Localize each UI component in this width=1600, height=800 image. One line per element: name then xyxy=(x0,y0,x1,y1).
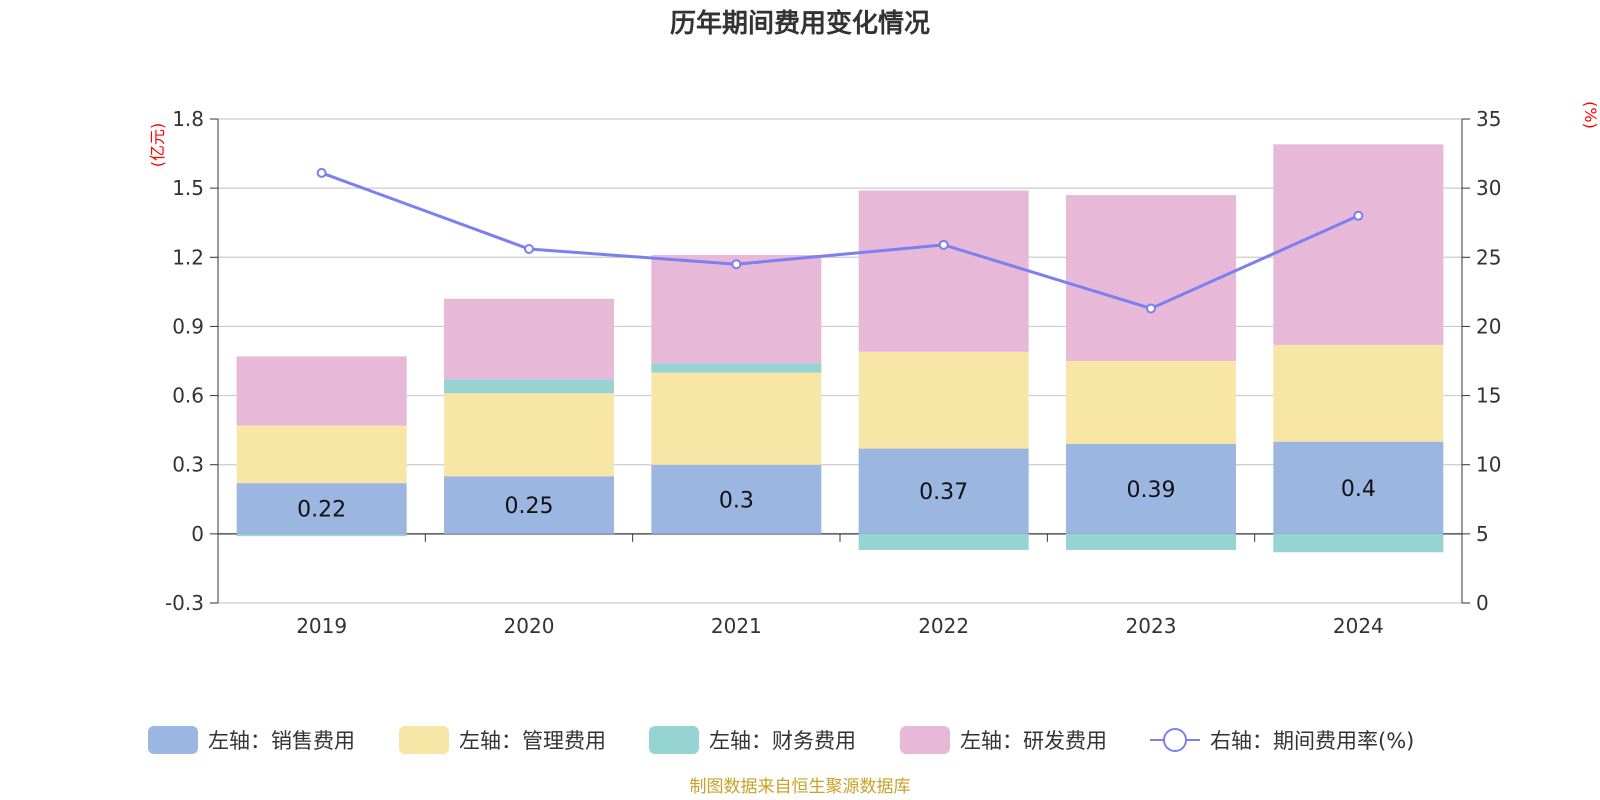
legend-label: 左轴：研发费用 xyxy=(960,729,1107,753)
data-label: 0.37 xyxy=(919,480,968,505)
rate-point xyxy=(524,243,534,254)
bar-segment xyxy=(651,254,822,364)
bar-segment xyxy=(236,533,407,537)
x-tick-label: 2020 xyxy=(504,614,555,638)
right-tick-label: 5 xyxy=(1476,522,1489,546)
bar-segment xyxy=(1273,533,1444,553)
bar-segment xyxy=(444,379,614,394)
x-tick-label: 2022 xyxy=(918,614,969,638)
legend-label: 左轴：财务费用 xyxy=(709,729,856,753)
legend[interactable]: 左轴：销售费用 左轴：管理费用 左轴：财务费用 左轴：研发费用 右轴：期间费用率(%) xyxy=(148,726,1414,754)
data-label: 0.22 xyxy=(297,498,346,523)
left-tick-label: 1.2 xyxy=(172,245,204,269)
left-tick-label: -0.3 xyxy=(165,591,204,615)
right-tick-label: 25 xyxy=(1476,245,1501,269)
bar-segment xyxy=(236,483,407,534)
legend-swatch xyxy=(148,726,198,754)
bar-segment xyxy=(1066,443,1236,534)
rate-line xyxy=(316,167,1364,314)
source-note: 制图数据来自恒生聚源数据库 xyxy=(690,777,911,797)
rate-point xyxy=(1146,303,1156,314)
chart-title: 历年期间费用变化情况 xyxy=(670,8,930,39)
legend-swatch xyxy=(399,726,449,754)
data-labels: 0.22 0.25 0.3 0.37 0.39 0.4 xyxy=(297,477,1376,523)
bar-segment xyxy=(236,356,407,426)
right-tick-label: 30 xyxy=(1476,176,1501,200)
rate-point xyxy=(1353,210,1364,221)
x-tick-label: 2024 xyxy=(1333,614,1384,638)
rate-point xyxy=(316,167,327,178)
left-tick-label: 0.6 xyxy=(172,384,204,408)
bar-segment xyxy=(1273,144,1444,345)
x-tick-label: 2021 xyxy=(711,614,762,638)
rate-point xyxy=(938,239,949,250)
data-label: 0.4 xyxy=(1341,477,1376,502)
bar-segment xyxy=(651,464,822,534)
bar-segment xyxy=(444,298,614,380)
bar-segment xyxy=(858,190,1029,352)
bar-segment xyxy=(1066,533,1236,550)
axes: 1.8 1.5 1.2 0.9 0.6 0.3 0 -0.3 35 30 25 20 15 10 5 0 201… xyxy=(165,107,1501,638)
x-tick-label: 2019 xyxy=(296,614,347,638)
left-tick-label: 0.3 xyxy=(172,453,204,477)
left-tick-label: 0.9 xyxy=(172,314,204,338)
rate-point xyxy=(731,259,742,270)
legend-label: 右轴：期间费用率(%) xyxy=(1210,729,1414,753)
right-tick-label: 20 xyxy=(1476,314,1501,338)
bars xyxy=(236,144,1444,553)
x-tick-label: 2023 xyxy=(1126,614,1177,638)
left-tick-label: 1.8 xyxy=(172,107,204,131)
bar-segment xyxy=(444,476,614,534)
data-label: 0.39 xyxy=(1127,478,1176,503)
bar-segment xyxy=(651,372,822,465)
legend-label: 左轴：销售费用 xyxy=(208,729,355,753)
right-axis-unit: (%) xyxy=(1581,101,1600,129)
left-axis-unit: (亿元) xyxy=(148,123,167,168)
legend-label: 左轴：管理费用 xyxy=(459,729,606,753)
legend-marker-icon xyxy=(1163,728,1187,752)
bar-segment xyxy=(858,533,1029,550)
right-tick-label: 35 xyxy=(1476,107,1501,131)
bar-segment xyxy=(1273,344,1444,442)
data-label: 0.25 xyxy=(505,494,554,519)
bar-segment xyxy=(1066,195,1236,361)
right-tick-label: 15 xyxy=(1476,384,1501,408)
bar-segment xyxy=(858,448,1029,534)
bar-segment xyxy=(858,351,1029,449)
data-label: 0.3 xyxy=(719,488,754,513)
bar-segment xyxy=(651,363,822,373)
right-tick-label: 0 xyxy=(1476,591,1489,615)
right-tick-label: 10 xyxy=(1476,453,1501,477)
left-tick-label: 1.5 xyxy=(172,176,204,200)
bar-segment xyxy=(1273,441,1444,534)
left-tick-label: 0 xyxy=(191,522,204,546)
bar-segment xyxy=(1066,361,1236,444)
rate-line-path xyxy=(321,171,1359,311)
bar-segment xyxy=(236,425,407,484)
legend-swatch xyxy=(900,726,950,754)
bar-segment xyxy=(444,393,614,477)
legend-swatch xyxy=(649,726,699,754)
